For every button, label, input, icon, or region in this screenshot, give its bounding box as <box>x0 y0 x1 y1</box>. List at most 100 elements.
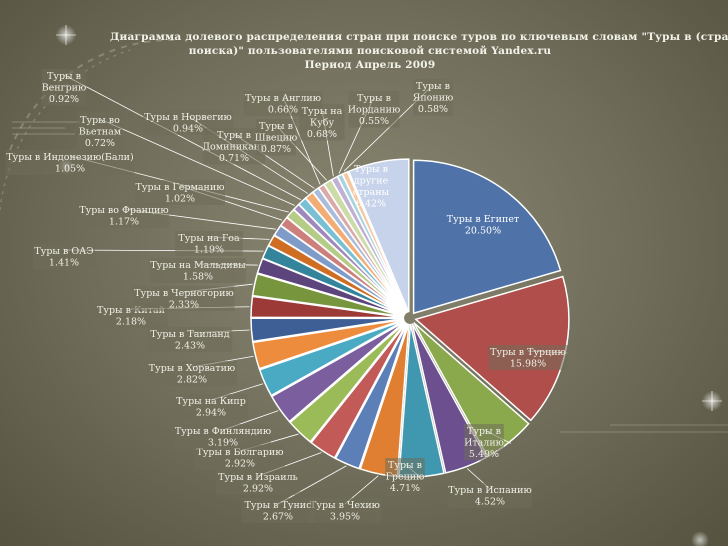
slice-name: Туры в <box>47 71 81 82</box>
chart-title-line: поиска)" пользователями поисковой систем… <box>188 45 552 57</box>
slice-label-backdrop <box>175 424 271 449</box>
slice-label-backdrop <box>195 445 285 470</box>
pie-slice-туры-в-болгарию <box>289 321 407 443</box>
slice-label: Туры в Болгарию 2.92% <box>196 447 283 470</box>
slice-value: 4.71% <box>390 483 420 494</box>
slice-name: Туры в Англию <box>245 93 321 104</box>
slice-value: 1.58% <box>183 272 213 283</box>
leader-line <box>277 465 347 505</box>
slice-label: Туры в Таиланд 2.43% <box>150 329 229 352</box>
slice-label: Туры в Японию 0.58% <box>413 81 454 115</box>
slice-name: Туры на <box>302 106 343 117</box>
slice-label: Туры в Хорватию 2.82% <box>149 363 235 386</box>
slice-name: Туры в <box>259 121 293 132</box>
slice-value: 3.95% <box>330 512 360 523</box>
pie-slice-туры-в-египет <box>412 159 562 315</box>
chart-title: Диаграмма долевого распределения стран п… <box>110 30 728 72</box>
slice-label: Туры в Грецию 4.71% <box>386 460 425 494</box>
slice-label-backdrop <box>203 128 265 165</box>
slice-label: Туры в Норвегию 0.94% <box>144 112 232 135</box>
slice-name: Туры в Египет <box>447 214 519 225</box>
leader-line <box>63 74 301 201</box>
slice-name: Туры в Болгарию <box>196 447 283 458</box>
slice-label-backdrop <box>447 483 533 508</box>
slice-label: Туры в Иорданию 0.55% <box>348 93 401 127</box>
slice-label: Туры в Черногорию 2.33% <box>134 288 233 311</box>
slice-name: Туры во Францию <box>79 205 168 216</box>
slice-label: Туры в ОАЭ 1.41% <box>34 246 93 269</box>
slice-label: Туры во Францию 1.17% <box>79 205 168 228</box>
slice-label: Туры в Германию 1.02% <box>136 182 225 205</box>
slice-value: 2.18% <box>116 317 146 328</box>
slice-name: Туры в Черногорию <box>134 288 233 299</box>
slice-value: 2.82% <box>177 375 207 386</box>
slice-name: Японию <box>413 93 454 104</box>
slice-label: Туры в Чехию 3.95% <box>310 500 380 523</box>
slice-value: 0.55% <box>359 116 389 127</box>
slice-name: страны <box>353 187 390 198</box>
pie-slice-туры-в-японию <box>341 170 409 313</box>
slice-value: 1.17% <box>109 217 139 228</box>
slice-label-backdrop <box>413 79 453 116</box>
slice-value: 0.92% <box>49 94 79 105</box>
slice-name: Венгрию <box>42 83 87 94</box>
slice-value: 2.43% <box>175 341 205 352</box>
slice-label-backdrop <box>135 180 225 205</box>
slice-label: Туры в Финляндию 3.19% <box>175 426 271 449</box>
slice-name: Туры во <box>80 115 120 126</box>
slice-value: 0.72% <box>85 138 115 149</box>
slice-label: Туры в Египет 20.50% <box>447 214 519 237</box>
slice-label: Туры в Турцию 15.98% <box>490 347 566 370</box>
slice-name: Иорданию <box>348 105 401 116</box>
slice-label-backdrop <box>33 244 95 269</box>
slice-label: Туры в Италию 5.49% <box>464 426 504 460</box>
slice-label: Туры в Испанию 4.52% <box>448 485 532 508</box>
slice-name: Туры в Индонезию(Бали) <box>6 152 133 163</box>
slice-label-backdrop <box>385 458 425 495</box>
slice-value: 0.68% <box>307 129 337 140</box>
slice-label-backdrop <box>488 345 568 370</box>
slice-name: Доминикану <box>202 142 266 153</box>
slice-name: Туры в Китай <box>97 305 165 316</box>
slice-name: другие <box>354 176 389 187</box>
pie-slice-туры-в-израиль <box>310 322 408 459</box>
slice-value: 2.94% <box>196 408 226 419</box>
slice-name: Туры на Кипр <box>176 396 246 407</box>
slice-name: Туры на Мальдивы <box>150 260 246 271</box>
slice-name: Туры в Таиланд <box>150 329 229 340</box>
pie-slices <box>250 158 570 478</box>
pie-slice-туры-в-тунис <box>334 323 409 470</box>
slice-label-backdrop <box>308 498 382 523</box>
slice-value: 2.33% <box>169 300 199 311</box>
slice-value: 5.49% <box>469 449 499 460</box>
slice-label: Туры в Швецию 0.87% <box>255 121 298 155</box>
slice-value: 15.98% <box>510 359 546 370</box>
slice-value: 1.02% <box>165 194 195 205</box>
slice-name: Туры на Гоа <box>178 233 240 244</box>
slice-name: Туры в <box>416 81 450 92</box>
slice-label-backdrop <box>175 231 243 256</box>
pie-slice-туры-в-финляндию <box>270 320 406 423</box>
slice-name: Туры в Турцию <box>490 347 566 358</box>
slice-value: 0.66% <box>268 105 298 116</box>
slice-label-backdrop <box>5 150 135 175</box>
slice-label: Туры на Кипр 2.94% <box>176 396 246 419</box>
slice-label-backdrop <box>150 258 246 283</box>
slice-label: Туры в Индонезию(Бали) 1.05% <box>6 152 133 175</box>
slice-label-backdrop <box>79 203 169 228</box>
slice-name: Туры в <box>388 460 422 471</box>
slice-value: 2.67% <box>263 512 293 523</box>
slice-value: 20.50% <box>465 226 501 237</box>
slice-label: Туры в Китай 2.18% <box>97 305 165 328</box>
slice-label-backdrop <box>147 327 233 352</box>
slice-label-backdrop <box>215 470 301 495</box>
slice-label-backdrop <box>133 286 235 311</box>
slice-name: Туры в Чехию <box>310 500 380 511</box>
slice-label-backdrop <box>241 498 315 523</box>
slice-label: Туры в другие страны 6.42% <box>353 164 390 210</box>
slice-name: Швецию <box>255 133 298 144</box>
slice-label-backdrop <box>174 394 248 419</box>
slice-label-backdrop <box>348 91 400 128</box>
slice-label-backdrop <box>299 104 345 141</box>
